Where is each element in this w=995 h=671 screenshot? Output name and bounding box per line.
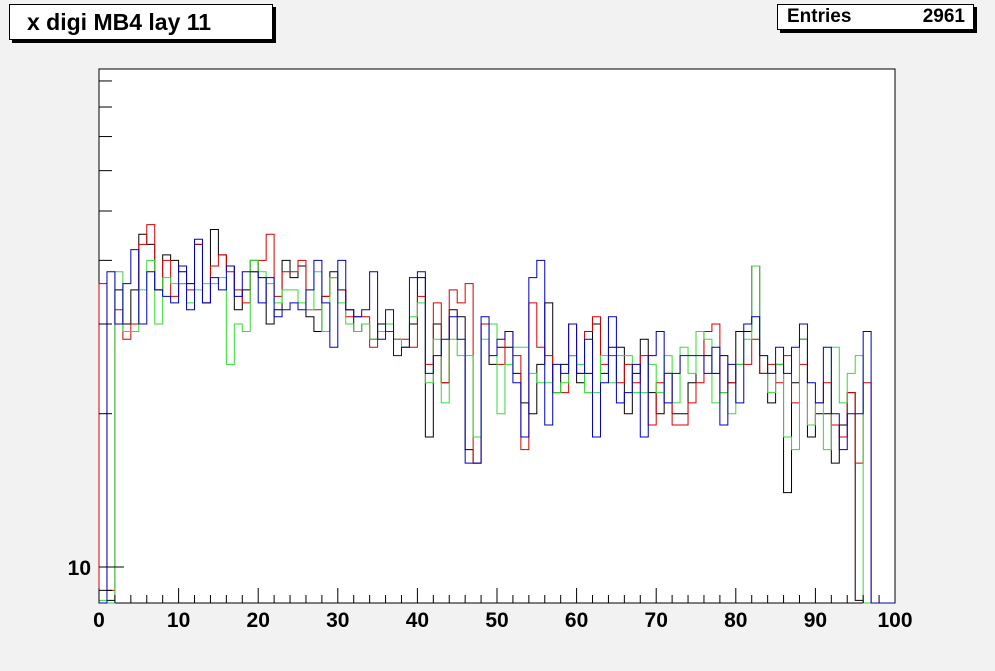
entries-label: Entries bbox=[787, 6, 852, 27]
series-layer bbox=[98, 224, 895, 604]
axes-layer: 0 10 20 30 40 50 60 70 80 90 100 10 bbox=[68, 80, 913, 632]
x-tick-label: 20 bbox=[247, 609, 270, 632]
x-tick-label: 30 bbox=[326, 609, 349, 632]
x-tick-label: 50 bbox=[485, 609, 508, 632]
stats-box: Entries 2961 bbox=[777, 4, 974, 30]
entries-value: 2961 bbox=[922, 6, 965, 27]
chart-title: x digi MB4 lay 11 bbox=[9, 4, 273, 40]
x-tick-label: 0 bbox=[93, 609, 105, 632]
x-tick-label: 100 bbox=[877, 609, 912, 632]
x-tick-label: 70 bbox=[645, 609, 668, 632]
x-tick-label: 10 bbox=[167, 609, 190, 632]
histogram-series-4 bbox=[99, 238, 895, 604]
x-tick-label: 90 bbox=[804, 609, 827, 632]
x-tick-label: 60 bbox=[565, 609, 588, 632]
x-tick-label: 80 bbox=[724, 609, 747, 632]
x-tick-label: 40 bbox=[406, 609, 429, 632]
y-tick-label: 10 bbox=[68, 557, 91, 580]
